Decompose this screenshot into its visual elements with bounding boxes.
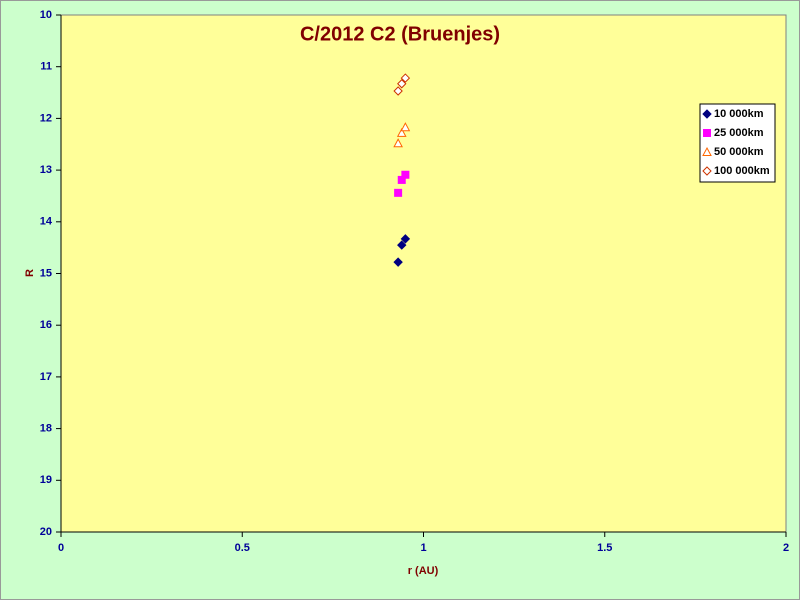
- data-point: [393, 138, 403, 148]
- y-tick-label: 14: [40, 216, 53, 228]
- data-point: [396, 127, 407, 137]
- data-point: [397, 79, 407, 89]
- y-tick-label: 12: [40, 112, 52, 124]
- data-point: [400, 122, 411, 132]
- data-point: [397, 240, 407, 250]
- data-point: [400, 234, 411, 244]
- legend-label: 25 000km: [714, 127, 764, 139]
- x-tick-label: 1: [420, 542, 426, 554]
- x-tick-label: 0.5: [235, 542, 250, 554]
- legend-label: 100 000km: [714, 165, 770, 177]
- legend-label: 10 000km: [714, 108, 764, 120]
- legend-marker: [702, 146, 712, 156]
- y-tick-label: 13: [40, 164, 52, 176]
- x-tick-label: 2: [783, 542, 789, 554]
- y-tick-label: 16: [40, 319, 52, 331]
- data-point: [393, 257, 403, 267]
- y-tick-label: 20: [40, 526, 52, 538]
- y-tick-label: 17: [40, 371, 52, 383]
- y-tick-label: 18: [40, 423, 52, 435]
- data-point: [393, 86, 403, 96]
- legend-marker: [702, 109, 712, 119]
- chart-title: C/2012 C2 (Bruenjes): [300, 23, 500, 45]
- x-tick-label: 1.5: [597, 542, 612, 554]
- legend-marker: [702, 166, 712, 176]
- plot-area: [60, 14, 787, 533]
- y-tick-label: 15: [40, 267, 52, 279]
- data-point: [400, 73, 411, 83]
- legend-box: [699, 103, 776, 183]
- y-axis-label: R: [24, 269, 36, 277]
- legend-label: 50 000km: [714, 146, 764, 158]
- data-point: [401, 170, 410, 179]
- x-axis-label: r (AU): [408, 565, 439, 577]
- y-tick-label: 10: [40, 9, 52, 21]
- data-point: [394, 188, 403, 197]
- legend-marker: [703, 129, 711, 137]
- y-tick-label: 11: [40, 61, 52, 73]
- y-tick-label: 19: [40, 474, 52, 486]
- x-tick-label: 0: [58, 542, 64, 554]
